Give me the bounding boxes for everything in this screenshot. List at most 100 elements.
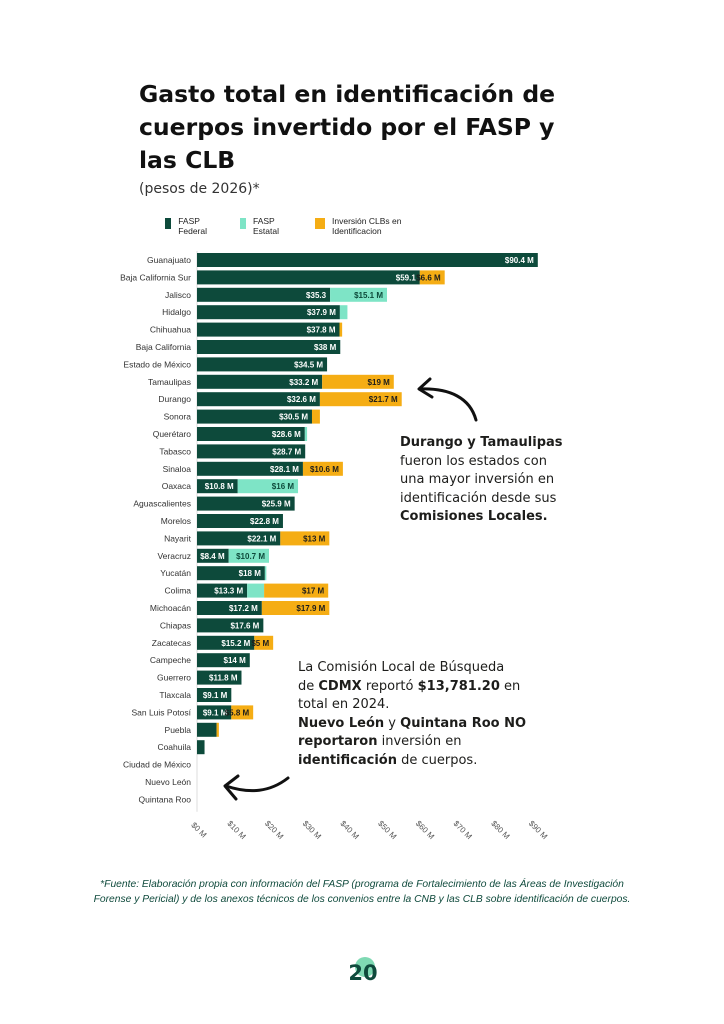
annot-cdmx-line3: total en 2024. <box>298 697 390 712</box>
bar-fasp-estatal-jalisco <box>330 287 388 302</box>
bar-inversion-clbs-en-identificacion-sinaloa <box>302 461 343 476</box>
annot-cdmx-bold: identificación <box>298 752 397 768</box>
bar-fasp-federal-coahuila <box>197 740 205 755</box>
annot-durango-line5: Comisiones Locales. <box>400 509 548 524</box>
legend-label-clb: Inversión CLBs en Identificacion <box>332 216 402 236</box>
data-label-fasp-federal-nayarit: $22.1 M <box>247 534 276 543</box>
data-label-fasp-federal-campeche: $14 M <box>224 656 247 665</box>
data-label-fasp-estatal-veracruz: $10.7 M <box>236 552 265 561</box>
category-label-durango: Durango <box>158 394 191 404</box>
bar-fasp-federal-durango <box>197 392 320 407</box>
bar-inversion-clbs-en-identificacion-colima <box>264 583 329 598</box>
bar-fasp-federal-sonora <box>197 409 312 424</box>
annot-cdmx-bold: reportaron <box>298 734 378 749</box>
annot-durango-line3: una mayor inversión en <box>400 472 555 487</box>
bar-inversion-clbs-en-identificacion-san-luis-potosi <box>231 705 254 720</box>
annot-cdmx-text: de cuerpos. <box>396 752 478 768</box>
data-label-fasp-federal-sinaloa: $28.1 M <box>270 465 299 474</box>
data-label-fasp-federal-oaxaca: $10.8 M <box>205 482 234 491</box>
data-label-fasp-federal-tabasco: $28.7 M <box>272 447 301 456</box>
bar-fasp-federal-tamaulipas <box>197 374 323 389</box>
annot-cdmx-line2: de CDMX reportó $13,781.20 en <box>298 678 558 697</box>
bar-fasp-estatal-queretaro <box>304 427 308 441</box>
category-label-queretaro: Querétaro <box>153 429 192 439</box>
category-label-oaxaca: Oaxaca <box>162 481 192 491</box>
data-label-fasp-federal-durango: $32.6 M <box>287 395 316 404</box>
legend-swatch-clb <box>315 218 325 229</box>
category-label-morelos: Morelos <box>161 516 191 526</box>
data-label-fasp-federal-michoacan: $17.2 M <box>229 604 258 613</box>
legend-item-clb: Inversión CLBs en Identificacion <box>315 216 422 236</box>
bar-fasp-estatal-veracruz <box>228 548 270 563</box>
bar-fasp-federal-hidalgo <box>197 305 340 320</box>
bar-inversion-clbs-en-identificacion-nayarit <box>280 531 330 546</box>
category-label-nayarit: Nayarit <box>164 533 192 543</box>
annot-cdmx-text: reportó <box>361 678 418 694</box>
data-label-fasp-federal-baja-california-sur: $59.1 <box>396 273 417 282</box>
data-label-fasp-federal-queretaro: $28.6 M <box>272 430 301 439</box>
bar-fasp-federal-guanajuato <box>197 253 538 267</box>
page-number-badge: 20 <box>345 957 381 987</box>
data-label-inversion-clbs-en-identificacion-zacatecas: $5 M <box>251 639 269 648</box>
data-label-fasp-federal-hidalgo: $37.9 M <box>307 308 336 317</box>
annot-cdmx-bold: Quintana Roo NO <box>400 715 527 731</box>
category-label-chihuahua: Chihuahua <box>150 325 191 335</box>
bar-fasp-federal-puebla <box>197 722 217 737</box>
annotation-arrows <box>223 377 478 801</box>
bar-inversion-clbs-en-identificacion-chihuahua <box>339 322 343 337</box>
annot-cdmx-bold: CDMX <box>318 678 362 694</box>
data-label-fasp-federal-chiapas: $17.6 M <box>230 621 259 630</box>
category-label-chiapas: Chiapas <box>160 620 191 630</box>
data-label-fasp-estatal-oaxaca: $16 M <box>272 482 295 491</box>
bar-fasp-federal-estado-de-mexico <box>197 357 328 372</box>
category-label-veracruz: Veracruz <box>157 551 191 561</box>
bar-fasp-federal-aguascalientes <box>197 496 295 511</box>
data-label-inversion-clbs-en-identificacion-tamaulipas: $19 M <box>368 378 391 387</box>
data-label-inversion-clbs-en-identificacion-colima: $17 M <box>302 587 325 596</box>
bar-fasp-estatal-colima <box>247 583 265 598</box>
category-label-nuevo-leon: Nuevo León <box>145 777 191 787</box>
annot-cdmx-line4: Nuevo León y Quintana Roo NO <box>298 715 558 734</box>
data-label-fasp-federal-colima: $13.3 M <box>214 587 243 596</box>
category-label-hidalgo: Hidalgo <box>162 307 191 317</box>
data-label-fasp-federal-guerrero: $11.8 M <box>209 674 238 683</box>
page-number: 20 <box>348 961 378 985</box>
bar-inversion-clbs-en-identificacion-tamaulipas <box>322 374 394 389</box>
category-label-yucatan: Yucatán <box>160 568 191 578</box>
annot-cdmx-text: y <box>384 715 401 731</box>
bar-fasp-federal-queretaro <box>197 427 305 441</box>
data-label-inversion-clbs-en-identificacion-michoacan: $17.9 M <box>296 604 325 613</box>
bar-fasp-estatal-hidalgo <box>339 305 348 320</box>
bar-inversion-clbs-en-identificacion-michoacan <box>261 601 330 615</box>
legend-label-estatal: FASP Estatal <box>253 216 279 236</box>
category-label-puebla: Puebla <box>165 725 192 735</box>
bar-inversion-clbs-en-identificacion-zacatecas <box>254 635 274 650</box>
source-note: *Fuente: Elaboración propia con informac… <box>93 879 631 905</box>
data-label-fasp-federal-aguascalientes: $25.9 M <box>262 500 291 509</box>
data-label-inversion-clbs-en-identificacion-sinaloa: $10.6 M <box>310 465 339 474</box>
annotation-durango: Durango y Tamaulipas fueron los estados … <box>400 434 600 527</box>
data-label-fasp-federal-tamaulipas: $33.2 M <box>289 378 318 387</box>
category-label-quintana-roo: Quintana Roo <box>139 794 192 804</box>
annotation-cdmx: La Comisión Local de Búsqueda de CDMX re… <box>298 659 558 770</box>
annot-cdmx-line6: identificación de cuerpos. <box>298 752 558 771</box>
data-label-fasp-federal-san-luis-potosi: $9.1 M <box>203 708 228 717</box>
legend-swatch-estatal <box>240 218 246 229</box>
annot-cdmx-text: de <box>298 678 319 694</box>
bar-fasp-federal-veracruz <box>197 548 229 563</box>
data-label-inversion-clbs-en-identificacion-san-luis-potosi: $5.8 M <box>225 708 250 717</box>
data-label-fasp-federal-morelos: $22.8 M <box>250 517 279 526</box>
category-label-jalisco: Jalisco <box>165 290 191 300</box>
bar-fasp-federal-guerrero <box>197 670 242 685</box>
chart-subtitle: (pesos de 2026)* <box>139 181 260 197</box>
annot-cdmx-line5: reportaron inversión en <box>298 733 558 752</box>
annot-cdmx-text: inversión en <box>377 734 462 749</box>
bar-fasp-federal-campeche <box>197 653 250 668</box>
bar-fasp-federal-baja-california-sur <box>197 270 420 285</box>
annot-cdmx-bold: Nuevo León <box>298 715 385 731</box>
legend-item-federal: FASP Federal <box>165 216 211 236</box>
bar-fasp-federal-zacatecas <box>197 635 255 650</box>
bar-inversion-clbs-en-identificacion-sonora <box>311 409 320 424</box>
data-label-inversion-clbs-en-identificacion-nayarit: $13 M <box>303 534 326 543</box>
category-label-sinaloa: Sinaloa <box>163 464 192 474</box>
